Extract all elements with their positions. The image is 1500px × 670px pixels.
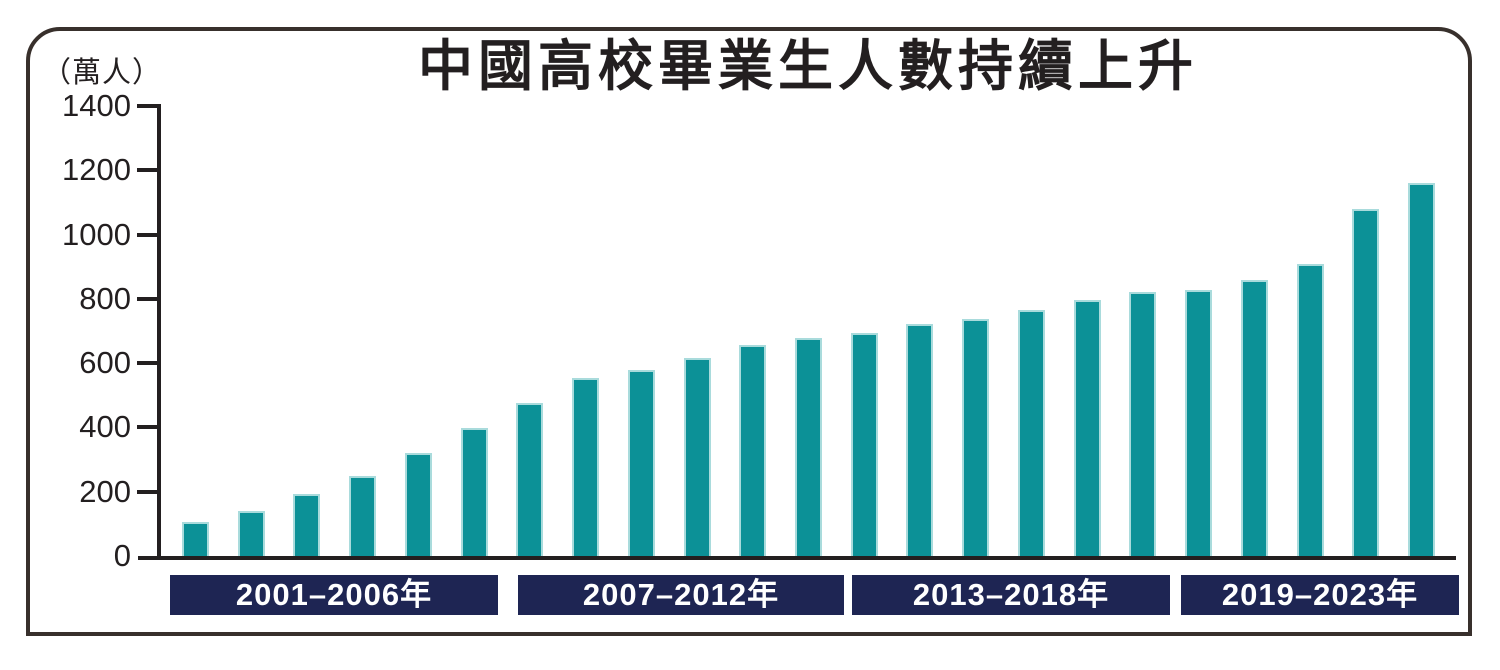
bar-2008: [572, 377, 600, 556]
x-group-label-1: 2001–2006年: [170, 575, 498, 615]
bar-2020: [1240, 280, 1268, 556]
bar-2002: [237, 511, 265, 556]
chart-title: 中國高校畢業生人數持續上升: [417, 35, 1198, 97]
x-axis-baseline: [138, 556, 1456, 560]
x-group-label-3: 2013–2018年: [852, 575, 1170, 615]
bar-2016: [1017, 310, 1045, 556]
bar-2014: [906, 323, 934, 556]
bar-2009: [627, 370, 655, 556]
bar-2019: [1185, 289, 1213, 556]
bar-2010: [683, 358, 711, 556]
bar-2015: [962, 319, 990, 556]
bar-2005: [404, 452, 432, 556]
bar-2001: [182, 522, 209, 556]
y-tick-1400: [137, 104, 158, 108]
y-tick-800: [137, 296, 158, 301]
bar-2023: [1407, 182, 1435, 556]
y-tick-label-400: 400: [79, 409, 131, 445]
y-tick-label-0: 0: [113, 538, 131, 573]
bar-2013: [850, 333, 878, 556]
y-tick-200: [137, 489, 158, 494]
bar-2022: [1352, 208, 1380, 556]
bar-2007: [516, 403, 544, 556]
y-tick-label-200: 200: [79, 473, 131, 509]
bar-2011: [739, 345, 767, 556]
y-tick-label-1000: 1000: [62, 216, 131, 252]
y-tick-400: [137, 425, 158, 430]
y-tick-label-1400: 1400: [62, 88, 131, 123]
bar-2021: [1296, 264, 1324, 556]
y-tick-1200: [137, 168, 158, 173]
y-tick-label-800: 800: [79, 280, 131, 316]
y-axis-unit-label: （萬人）: [42, 57, 163, 89]
x-group-label-2: 2007–2012年: [518, 575, 844, 615]
bar-2003: [293, 494, 321, 556]
x-group-label-4: 2019–2023年: [1181, 575, 1459, 615]
y-axis-line: [157, 104, 161, 560]
y-tick-label-1200: 1200: [62, 152, 131, 188]
bar-2006: [460, 428, 488, 556]
y-tick-label-600: 600: [79, 345, 131, 381]
bar-2012: [794, 338, 822, 556]
bar-2004: [349, 476, 377, 556]
bar-2018: [1129, 292, 1157, 556]
y-tick-1000: [137, 232, 158, 237]
bar-2017: [1073, 299, 1101, 556]
chart-frame: [26, 27, 1472, 636]
y-tick-600: [137, 361, 158, 366]
